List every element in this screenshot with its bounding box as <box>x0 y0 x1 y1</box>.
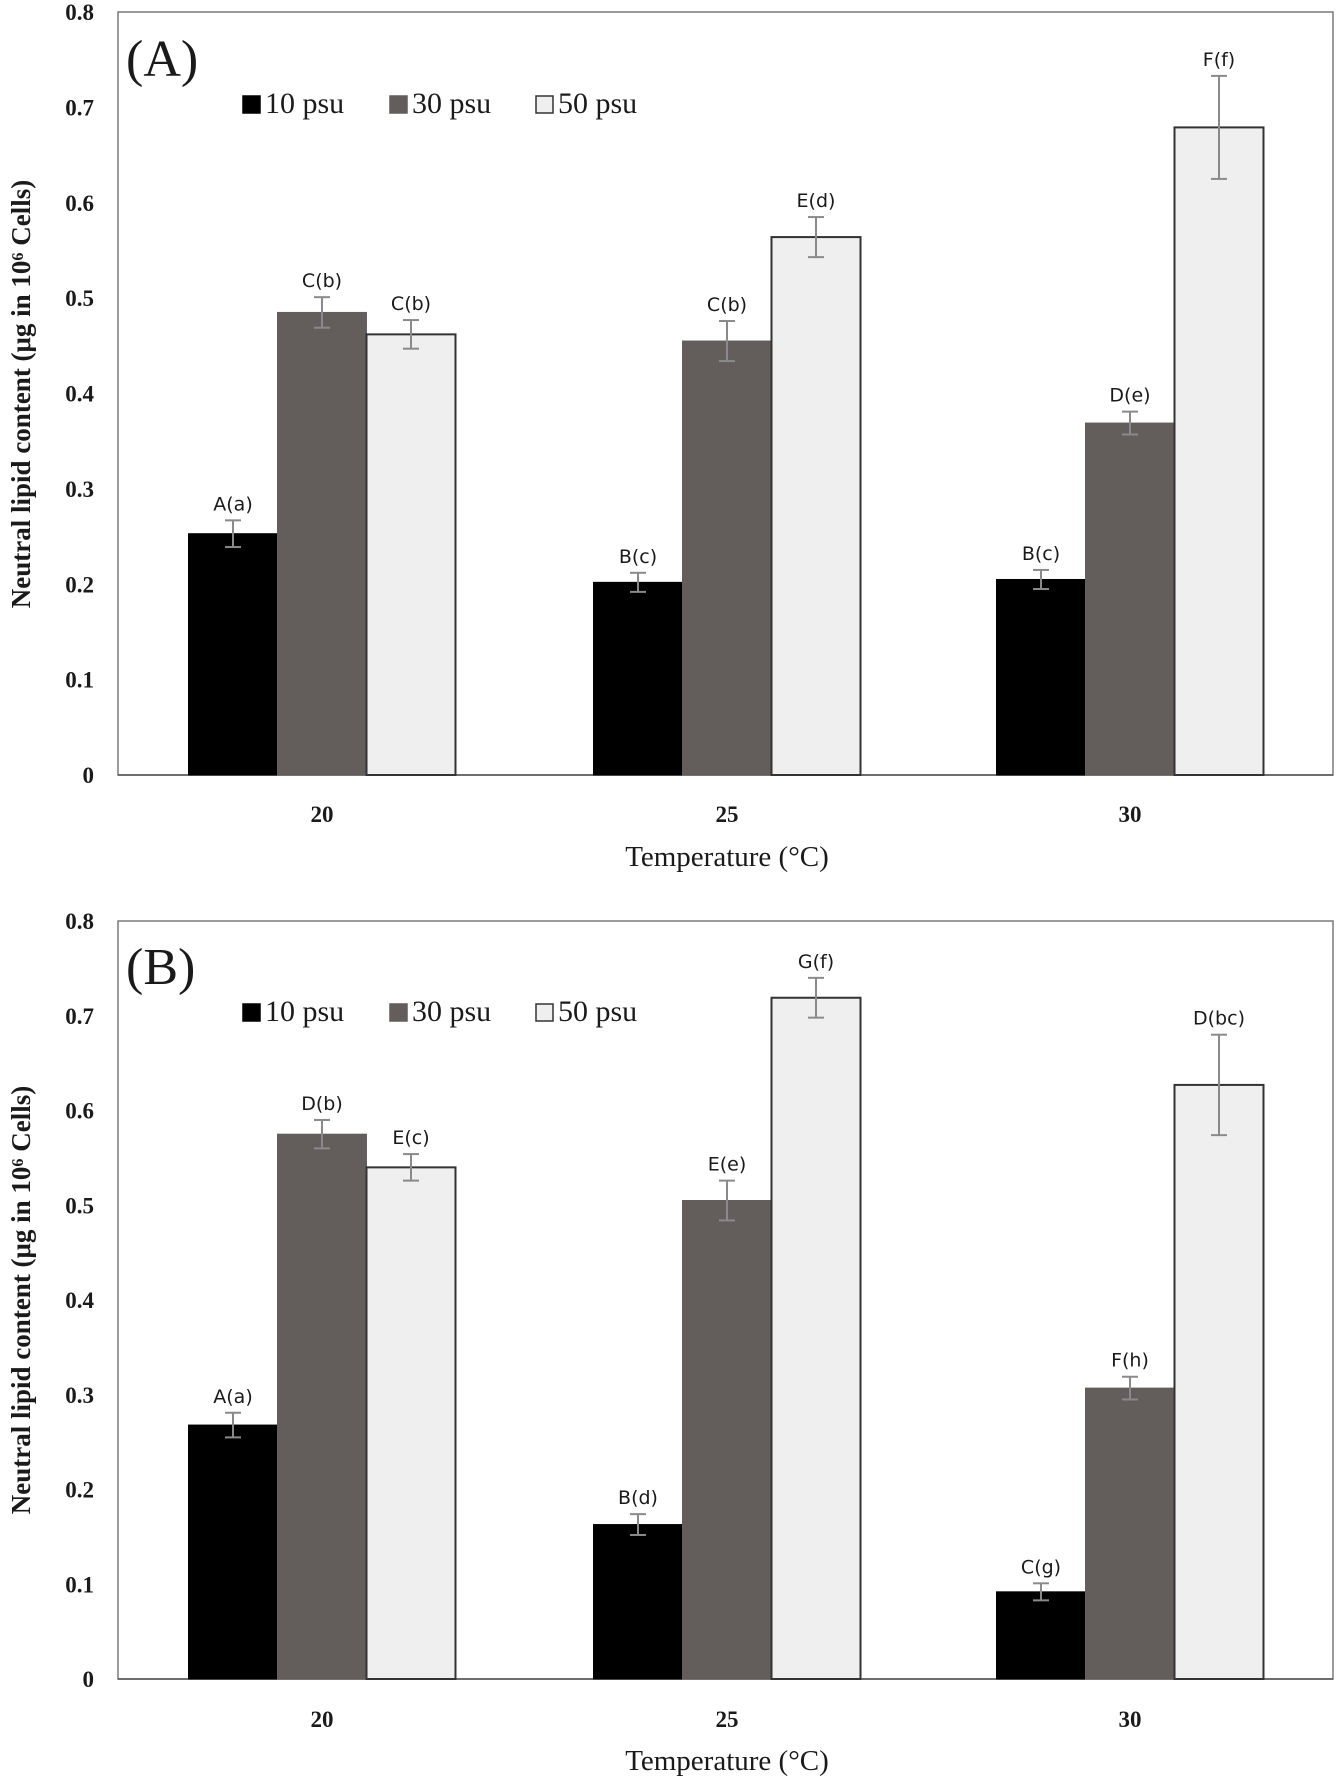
y-tick-label: 0.3 <box>65 477 94 502</box>
chart-panel-b: 0 0.1 0.2 0.3 0.4 0.5 0.6 0.7 0.8 Neutral lipid c… <box>6 909 1334 1777</box>
bar <box>770 236 862 776</box>
significance-label: F(h) <box>1111 1350 1149 1372</box>
y-tick-label: 0.6 <box>65 1099 94 1124</box>
x-tick-label: 30 <box>1119 802 1142 827</box>
significance-label: C(g) <box>1021 1556 1061 1578</box>
legend-swatch <box>535 95 554 114</box>
bar <box>996 1591 1086 1680</box>
y-tick-label: 0 <box>83 763 95 788</box>
legend-swatch <box>389 1003 408 1022</box>
y-tick-label: 0.8 <box>65 909 94 934</box>
significance-label: B(c) <box>1022 543 1060 565</box>
legend-swatch <box>535 1003 554 1022</box>
bar <box>277 311 367 776</box>
legend-label: 50 psu <box>558 87 637 120</box>
significance-label: A(a) <box>213 493 252 515</box>
panel-label: (A) <box>126 31 198 88</box>
y-tick-label: 0.1 <box>65 668 94 693</box>
y-tick-label: 0.1 <box>65 1572 94 1597</box>
bar <box>365 1166 457 1680</box>
bar <box>1085 422 1175 776</box>
significance-label: B(c) <box>619 546 657 568</box>
legend-swatch <box>242 95 261 114</box>
significance-label: C(b) <box>391 293 431 315</box>
significance-label: E(c) <box>392 1127 429 1149</box>
significance-label: C(b) <box>707 294 747 316</box>
x-tick-label: 20 <box>311 802 334 827</box>
x-axis-label: Temperature (°C) <box>625 1745 829 1777</box>
significance-label: D(e) <box>1109 385 1150 407</box>
bar <box>593 1524 683 1680</box>
legend-label: 10 psu <box>265 87 344 120</box>
legend-label: 10 psu <box>265 995 344 1028</box>
bar <box>365 333 457 776</box>
y-tick-label: 0.4 <box>65 382 94 407</box>
legend-swatch <box>242 1003 261 1022</box>
bar <box>996 578 1086 776</box>
y-tick-label: 0.2 <box>65 1478 94 1503</box>
bar <box>1085 1387 1175 1680</box>
significance-label: D(bc) <box>1193 1008 1245 1030</box>
significance-label: E(d) <box>797 190 836 212</box>
bar <box>770 996 862 1680</box>
legend-label: 30 psu <box>412 87 491 120</box>
significance-label: B(d) <box>618 1487 658 1509</box>
significance-label: C(b) <box>302 270 342 292</box>
bar <box>682 340 772 776</box>
y-tick-label: 0.5 <box>65 1193 94 1218</box>
y-tick-label: 0.8 <box>65 0 94 25</box>
y-axis-label: Neutral lipid content (μg in 10⁶ Cells) <box>6 1086 36 1514</box>
bar <box>593 581 683 776</box>
y-tick-label: 0 <box>83 1667 95 1692</box>
y-tick-label: 0.2 <box>65 572 94 597</box>
x-tick-label: 25 <box>716 1707 739 1732</box>
x-tick-label: 30 <box>1119 1707 1142 1732</box>
significance-label: G(f) <box>798 951 834 973</box>
chart-panel-a: 0 0.1 0.2 0.3 0.4 0.5 0.6 0.7 0.8 Neutral lipid c… <box>6 0 1334 873</box>
significance-label: F(f) <box>1203 49 1235 71</box>
y-tick-label: 0.7 <box>65 95 94 120</box>
y-tick-label: 0.5 <box>65 286 94 311</box>
x-tick-label: 20 <box>311 1707 334 1732</box>
legend-label: 30 psu <box>412 995 491 1028</box>
legend-swatch <box>389 95 408 114</box>
bar <box>1173 126 1265 776</box>
y-tick-label: 0.7 <box>65 1004 94 1029</box>
x-tick-label: 25 <box>716 802 739 827</box>
bar <box>682 1200 772 1680</box>
significance-label: E(e) <box>708 1154 747 1176</box>
bar <box>188 1424 278 1680</box>
legend-label: 50 psu <box>558 995 637 1028</box>
panel-label: (B) <box>126 939 195 996</box>
significance-label: D(b) <box>301 1093 343 1115</box>
bar <box>188 533 278 776</box>
y-tick-label: 0.3 <box>65 1383 94 1408</box>
bar <box>1173 1083 1265 1680</box>
y-tick-label: 0.6 <box>65 191 94 216</box>
y-axis-label: Neutral lipid content (μg in 10⁶ Cells) <box>6 180 36 608</box>
x-axis-label: Temperature (°C) <box>625 841 829 873</box>
y-tick-label: 0.4 <box>65 1288 94 1313</box>
bar <box>277 1133 367 1680</box>
significance-label: A(a) <box>213 1386 252 1408</box>
